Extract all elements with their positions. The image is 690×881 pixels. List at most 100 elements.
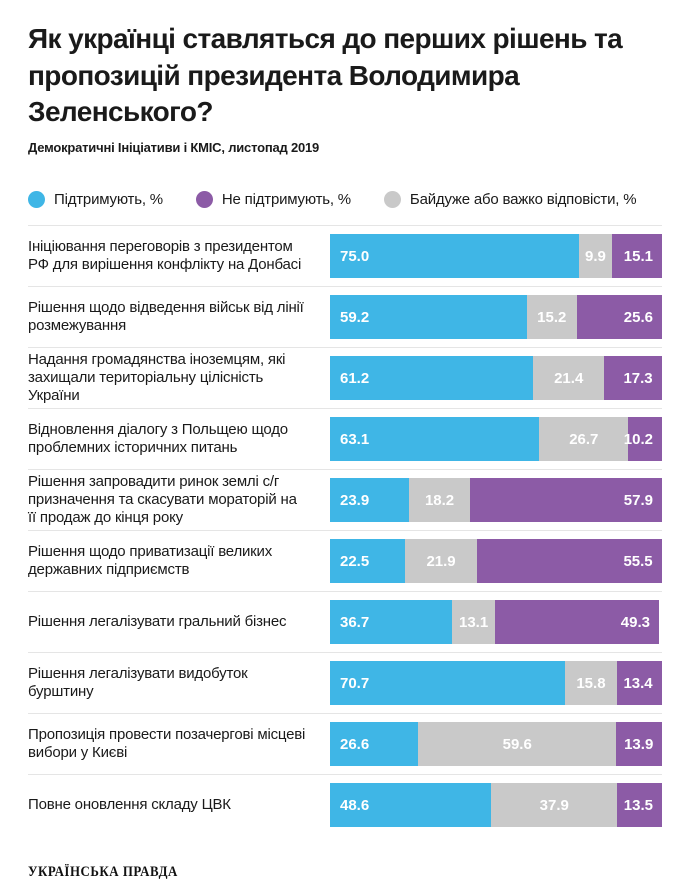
row-label: Рішення щодо приватизації великих держав…	[28, 542, 273, 579]
legend-dot-oppose	[195, 190, 213, 208]
bar-segment-neutral: 15.8	[564, 661, 618, 706]
stacked-bar: 70.7 15.8 13.4	[330, 661, 662, 706]
footer: Українська правда	[28, 863, 662, 881]
bar-value-neutral: 37.9	[539, 796, 569, 814]
stacked-bar: 75.0 9.9 15.1	[330, 234, 662, 279]
bar-segment-oppose: 49.3	[495, 600, 659, 645]
bar-segment-neutral: 21.4	[533, 356, 605, 401]
bar-segment-oppose: 13.5	[617, 783, 662, 828]
legend-item-support: Підтримують, %	[28, 190, 163, 208]
bar-value-support: 70.7	[340, 674, 370, 692]
row-label: Пропозиція провести позачергові місцеві …	[28, 725, 306, 762]
legend-label-neutral: Байдуже або важко відповісти, %	[409, 190, 637, 208]
chart-row: Рішення легалізувати видобуток бурштину 7…	[28, 652, 662, 713]
ukrainska-pravda-logo: Українська правда	[28, 864, 178, 881]
stacked-bar: 59.2 15.2 25.6	[330, 295, 662, 340]
bar-value-oppose: 17.3	[623, 369, 653, 387]
bar-segment-support: 61.2	[330, 356, 534, 401]
bar-segment-support: 75.0	[330, 234, 579, 279]
bar-segment-oppose: 15.1	[611, 234, 662, 279]
stacked-bar: 23.9 18.2 57.9	[330, 478, 662, 523]
bar-segment-support: 48.6	[330, 783, 492, 828]
bar-value-neutral: 15.2	[537, 308, 567, 326]
bar-value-oppose: 13.9	[624, 735, 654, 753]
bar-segment-support: 26.6	[330, 722, 419, 767]
chart: Ініціювання переговорів з президентом РФ…	[28, 225, 662, 835]
bar-value-neutral: 18.2	[424, 491, 455, 509]
bar-segment-neutral: 26.7	[539, 417, 629, 462]
bar-segment-oppose: 57.9	[469, 478, 662, 523]
legend: Підтримують, % Не підтримують, % Байдуже а…	[28, 182, 662, 216]
legend-item-neutral: Байдуже або важко відповісти, %	[383, 190, 637, 208]
bar-segment-oppose: 10.2	[624, 417, 662, 462]
bar-value-oppose: 55.5	[623, 552, 653, 570]
bar-segment-neutral: 15.2	[526, 295, 577, 340]
bar-value-neutral: 15.8	[576, 674, 606, 692]
row-label: Рішення щодо відведення військ від лінії…	[28, 298, 304, 335]
bar-value-oppose: 13.5	[623, 796, 653, 814]
chart-row: Повне оновлення складу ЦВК 48.6 37.9 13.5	[28, 774, 662, 835]
bar-segment-neutral: 9.9	[579, 234, 612, 279]
stacked-bar: 63.1 26.7 10.2	[330, 417, 662, 462]
chart-row: Рішення щодо відведення військ від лінії…	[28, 286, 662, 347]
bar-value-oppose: 13.4	[623, 674, 653, 692]
stacked-bar: 61.2 21.4 17.3	[330, 356, 662, 401]
bar-value-support: 61.2	[340, 369, 370, 387]
bar-value-support: 22.5	[340, 552, 370, 570]
legend-dot-neutral	[383, 190, 401, 208]
bar-segment-support: 63.1	[330, 417, 540, 462]
bar-segment-neutral: 13.1	[451, 600, 496, 645]
chart-row: Рішення легалізувати гральний бізнес 36.7…	[28, 591, 662, 652]
row-label: Рішення легалізувати гральний бізнес	[28, 612, 287, 630]
bar-value-support: 26.6	[340, 735, 370, 753]
bar-value-neutral: 9.9	[585, 247, 606, 265]
bar-segment-oppose: 55.5	[477, 539, 662, 584]
chart-row: Відновлення діалогу з Польщею щодо пробл…	[28, 408, 662, 469]
bar-value-support: 36.7	[340, 613, 370, 631]
bar-segment-support: 36.7	[330, 600, 452, 645]
row-label: Надання громадянства іноземцям, які захи…	[28, 350, 286, 405]
bar-segment-support: 23.9	[330, 478, 410, 523]
bar-value-oppose: 57.9	[623, 491, 653, 509]
bar-value-oppose: 10.2	[623, 430, 653, 448]
chart-row: Пропозиція провести позачергові місцеві …	[28, 713, 662, 774]
stacked-bar: 36.7 13.1 49.3	[330, 600, 662, 645]
bar-segment-oppose: 13.9	[616, 722, 662, 767]
legend-dot-support	[28, 190, 45, 208]
bar-value-neutral: 13.1	[458, 613, 489, 631]
chart-row: Надання громадянства іноземцям, які захи…	[28, 347, 662, 408]
stacked-bar: 26.6 59.6 13.9	[330, 722, 662, 767]
bar-value-oppose: 25.6	[623, 308, 653, 326]
bar-segment-support: 22.5	[330, 539, 405, 584]
bar-segment-neutral: 18.2	[409, 478, 470, 523]
bar-value-neutral: 21.4	[554, 369, 584, 387]
bar-segment-support: 59.2	[330, 295, 527, 340]
bar-segment-neutral: 59.6	[418, 722, 617, 767]
bar-segment-oppose: 17.3	[604, 356, 662, 401]
legend-label-oppose: Не підтримують, %	[221, 190, 351, 208]
bar-value-support: 23.9	[340, 491, 370, 509]
bar-value-support: 63.1	[340, 430, 370, 448]
bar-value-neutral: 21.9	[426, 552, 456, 570]
source-subtitle: Демократичні Ініціативи і КМІС, листопад…	[28, 140, 320, 156]
bar-segment-support: 70.7	[330, 661, 565, 706]
page-title: Як українці ставляться до перших рішень …	[28, 23, 623, 128]
chart-row: Рішення щодо приватизації великих держав…	[28, 530, 662, 591]
stacked-bar: 48.6 37.9 13.5	[330, 783, 662, 828]
bar-value-support: 48.6	[340, 796, 370, 814]
bar-value-support: 75.0	[340, 247, 370, 265]
stacked-bar: 22.5 21.9 55.5	[330, 539, 662, 584]
chart-row: Ініціювання переговорів з президентом РФ…	[28, 225, 662, 286]
row-label: Ініціювання переговорів з президентом РФ…	[28, 237, 302, 274]
bar-segment-oppose: 25.6	[576, 295, 662, 340]
bar-segment-oppose: 13.4	[617, 661, 662, 706]
chart-row: Рішення запровадити ринок землі с/г приз…	[28, 469, 662, 530]
row-label: Відновлення діалогу з Польщею щодо пробл…	[28, 420, 288, 457]
bar-value-support: 59.2	[340, 308, 370, 326]
row-label: Рішення запровадити ринок землі с/г приз…	[28, 472, 297, 527]
bar-value-oppose: 15.1	[623, 247, 653, 265]
bar-segment-neutral: 37.9	[491, 783, 618, 828]
legend-label-support: Підтримують, %	[54, 190, 163, 208]
row-label: Рішення легалізувати видобуток бурштину	[28, 664, 248, 701]
